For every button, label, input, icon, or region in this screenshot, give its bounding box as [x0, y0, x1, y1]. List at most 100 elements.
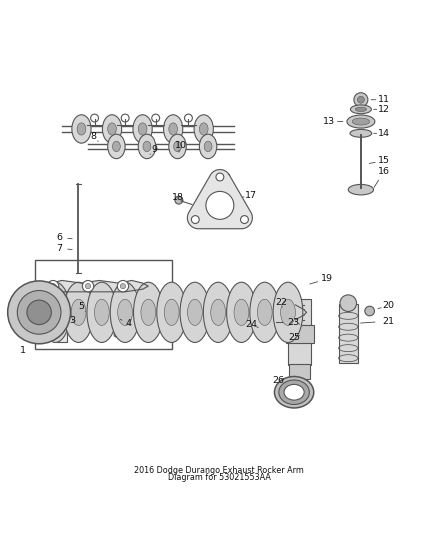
- Ellipse shape: [199, 123, 208, 135]
- Ellipse shape: [138, 123, 147, 135]
- Polygon shape: [44, 280, 148, 294]
- Circle shape: [47, 280, 59, 292]
- Text: 12: 12: [378, 105, 390, 114]
- Ellipse shape: [108, 134, 125, 159]
- Circle shape: [121, 114, 129, 122]
- Circle shape: [206, 191, 234, 220]
- Ellipse shape: [141, 299, 156, 326]
- Text: 23: 23: [287, 318, 299, 327]
- Ellipse shape: [257, 299, 272, 326]
- Ellipse shape: [95, 299, 109, 326]
- Ellipse shape: [157, 282, 187, 343]
- Text: 26: 26: [272, 376, 284, 385]
- Text: 20: 20: [382, 301, 394, 310]
- Circle shape: [191, 216, 199, 223]
- Ellipse shape: [134, 282, 163, 343]
- Text: 2: 2: [48, 311, 54, 320]
- Ellipse shape: [347, 115, 375, 128]
- Ellipse shape: [48, 299, 63, 326]
- Ellipse shape: [355, 107, 367, 111]
- Circle shape: [340, 295, 357, 311]
- Ellipse shape: [133, 115, 152, 143]
- Text: 25: 25: [288, 333, 300, 342]
- Circle shape: [27, 300, 51, 325]
- Ellipse shape: [211, 299, 226, 326]
- Circle shape: [117, 280, 129, 292]
- Text: 8: 8: [90, 132, 96, 141]
- Ellipse shape: [71, 299, 86, 326]
- Ellipse shape: [108, 123, 117, 135]
- Circle shape: [175, 196, 183, 204]
- Ellipse shape: [194, 115, 213, 143]
- Ellipse shape: [77, 123, 86, 135]
- Text: 10: 10: [175, 141, 187, 150]
- Circle shape: [50, 284, 56, 289]
- Ellipse shape: [173, 141, 181, 152]
- Bar: [286, 325, 314, 343]
- Ellipse shape: [64, 282, 93, 343]
- Text: 6: 6: [57, 233, 63, 242]
- Circle shape: [216, 173, 224, 181]
- Text: 2016 Dodge Durango Exhaust Rocker Arm: 2016 Dodge Durango Exhaust Rocker Arm: [134, 466, 304, 475]
- Text: 7: 7: [57, 244, 63, 253]
- Text: 1: 1: [21, 346, 26, 355]
- Text: 22: 22: [275, 298, 287, 307]
- Text: 17: 17: [244, 191, 256, 200]
- Circle shape: [8, 281, 71, 344]
- Circle shape: [365, 306, 374, 316]
- Text: 5: 5: [78, 302, 85, 311]
- Bar: [339, 304, 358, 364]
- Ellipse shape: [110, 282, 140, 343]
- Ellipse shape: [164, 299, 179, 326]
- Circle shape: [82, 280, 94, 292]
- Text: 13: 13: [323, 117, 335, 126]
- Ellipse shape: [226, 282, 256, 343]
- Ellipse shape: [275, 376, 314, 408]
- Ellipse shape: [87, 282, 117, 343]
- Bar: [35, 260, 172, 350]
- Circle shape: [17, 290, 61, 334]
- Ellipse shape: [187, 299, 202, 326]
- Text: 3: 3: [69, 316, 75, 325]
- Ellipse shape: [40, 282, 70, 343]
- Ellipse shape: [204, 141, 212, 152]
- Ellipse shape: [348, 184, 374, 195]
- Ellipse shape: [350, 105, 371, 114]
- Text: 19: 19: [321, 274, 333, 283]
- Circle shape: [357, 96, 364, 103]
- Text: 15: 15: [378, 156, 390, 165]
- Ellipse shape: [281, 299, 295, 326]
- Ellipse shape: [203, 282, 233, 343]
- Ellipse shape: [273, 282, 303, 343]
- Ellipse shape: [279, 380, 309, 405]
- Circle shape: [152, 114, 159, 122]
- Ellipse shape: [72, 115, 91, 143]
- Text: 9: 9: [152, 145, 157, 154]
- Ellipse shape: [169, 134, 186, 159]
- Ellipse shape: [284, 384, 304, 400]
- Text: 16: 16: [378, 167, 390, 176]
- Circle shape: [85, 284, 91, 289]
- Bar: [288, 299, 311, 365]
- Ellipse shape: [352, 118, 370, 125]
- Text: 18: 18: [172, 193, 184, 202]
- Circle shape: [91, 114, 99, 122]
- Ellipse shape: [102, 115, 122, 143]
- Ellipse shape: [118, 299, 133, 326]
- Text: 24: 24: [246, 320, 258, 329]
- Text: 14: 14: [378, 129, 390, 138]
- Bar: [55, 316, 67, 342]
- Text: Diagram for 53021553AA: Diagram for 53021553AA: [168, 473, 270, 482]
- Ellipse shape: [163, 115, 183, 143]
- Bar: [289, 364, 310, 379]
- Text: 11: 11: [378, 95, 390, 104]
- Polygon shape: [187, 169, 252, 229]
- Circle shape: [240, 216, 248, 223]
- Ellipse shape: [234, 299, 249, 326]
- Ellipse shape: [138, 134, 155, 159]
- Ellipse shape: [250, 282, 279, 343]
- Circle shape: [120, 284, 126, 289]
- Circle shape: [354, 93, 368, 107]
- Ellipse shape: [180, 282, 210, 343]
- Text: 4: 4: [125, 319, 131, 328]
